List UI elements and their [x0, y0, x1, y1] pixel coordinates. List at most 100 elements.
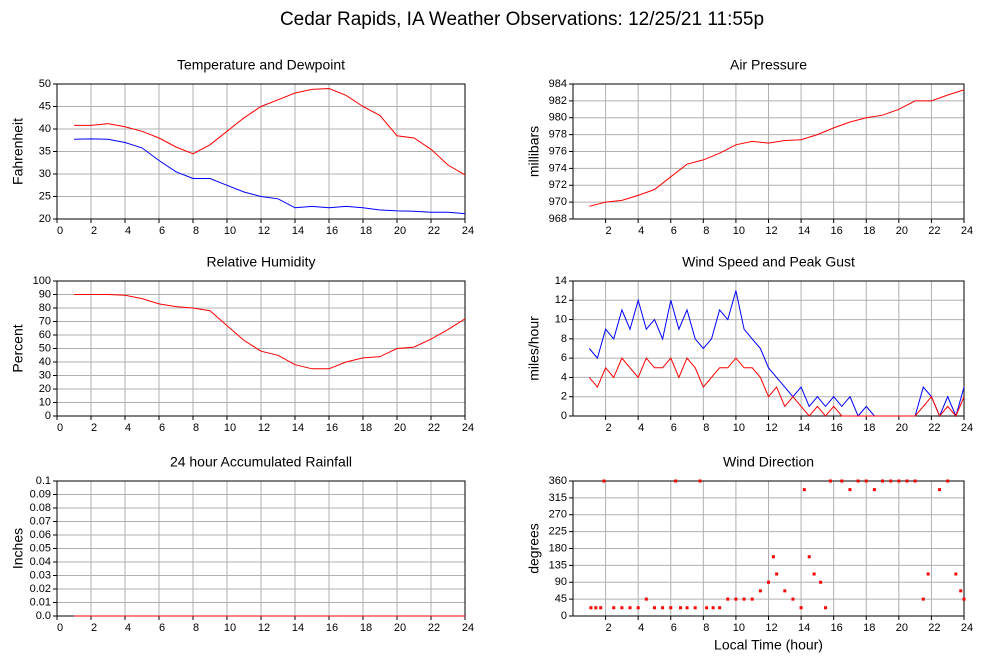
y-tick-label: 100 [33, 275, 51, 287]
y-axis-label: Percent [10, 324, 26, 372]
data-point [661, 606, 665, 610]
data-line [74, 87, 466, 176]
x-tick-label: 18 [863, 422, 875, 434]
x-tick-label: 22 [928, 622, 940, 634]
panel-title: Air Pressure [730, 57, 807, 73]
data-point [602, 479, 606, 483]
data-point [599, 606, 603, 610]
x-tick-label: 16 [831, 225, 843, 237]
data-point [742, 597, 746, 601]
data-point [628, 606, 632, 610]
data-point [734, 597, 738, 601]
x-tick-label: 0 [57, 225, 63, 237]
data-point [693, 606, 697, 610]
x-tick-label: 12 [765, 422, 777, 434]
data-point [594, 606, 598, 610]
x-tick-label: 10 [224, 225, 236, 237]
x-tick-label: 10 [733, 422, 745, 434]
x-tick-label: 18 [360, 622, 372, 634]
data-point [775, 572, 779, 576]
y-tick-label: 0.08 [30, 502, 51, 514]
x-tick-label: 6 [671, 622, 677, 634]
data-point [856, 479, 860, 483]
y-tick-label: 0.02 [30, 583, 51, 595]
y-tick-label: 0.06 [30, 529, 51, 541]
y-tick-label: 4 [561, 371, 567, 383]
data-line [73, 138, 466, 215]
y-tick-label: 70 [39, 315, 51, 327]
y-tick-label: 30 [39, 168, 51, 180]
y-axis-label: millibars [526, 126, 542, 177]
data-point [962, 597, 966, 601]
data-point [828, 479, 832, 483]
y-axis-label: miles/hour [526, 316, 542, 381]
data-point [726, 597, 730, 601]
y-tick-label: 0 [561, 610, 567, 622]
data-point [589, 606, 593, 610]
x-tick-label: 18 [360, 422, 372, 434]
panel-title: 24 hour Accumulated Rainfall [170, 454, 352, 470]
data-point [921, 597, 925, 601]
y-tick-label: 0.09 [30, 488, 51, 500]
x-tick-label: 14 [798, 225, 810, 237]
x-tick-label: 6 [159, 622, 165, 634]
x-tick-label: 2 [606, 622, 612, 634]
x-tick-label: 10 [224, 422, 236, 434]
data-line [588, 357, 965, 417]
x-tick-label: 4 [125, 422, 131, 434]
x-tick-label: 16 [326, 622, 338, 634]
data-point [807, 555, 811, 559]
y-tick-label: 10 [39, 396, 51, 408]
x-tick-label: 2 [91, 422, 97, 434]
data-point [872, 488, 876, 492]
page-title: Cedar Rapids, IA Weather Observations: 1… [280, 9, 764, 30]
y-tick-label: 45 [39, 100, 51, 112]
y-tick-label: 0.01 [30, 596, 51, 608]
x-tick-label: 0 [57, 422, 63, 434]
x-tick-label: 22 [428, 225, 440, 237]
x-tick-label: 8 [703, 225, 709, 237]
y-tick-label: 0.07 [30, 515, 51, 527]
y-tick-label: 50 [39, 342, 51, 354]
y-tick-label: 0 [561, 410, 567, 422]
data-point [881, 479, 885, 483]
y-tick-label: 40 [39, 356, 51, 368]
data-point [889, 479, 893, 483]
data-point [636, 606, 640, 610]
data-point [652, 606, 656, 610]
y-tick-label: 8 [561, 333, 567, 345]
x-tick-label: 2 [91, 225, 97, 237]
y-tick-label: 0.0 [36, 610, 51, 622]
data-point [711, 606, 715, 610]
y-tick-label: 20 [39, 383, 51, 395]
x-tick-label: 14 [292, 225, 304, 237]
x-axis-label: Local Time (hour) [714, 637, 823, 653]
plot-frame [572, 280, 965, 417]
data-point [718, 606, 722, 610]
data-point [685, 606, 689, 610]
y-tick-label: 50 [39, 78, 51, 90]
panel-title: Temperature and Dewpoint [177, 57, 345, 73]
data-line [589, 89, 965, 207]
x-tick-label: 12 [258, 422, 270, 434]
data-point [897, 479, 901, 483]
y-tick-label: 976 [549, 145, 567, 157]
x-tick-label: 18 [863, 225, 875, 237]
x-tick-label: 22 [428, 622, 440, 634]
x-tick-label: 6 [671, 225, 677, 237]
data-point [758, 589, 762, 593]
x-tick-label: 10 [224, 622, 236, 634]
data-point [791, 597, 795, 601]
x-tick-label: 12 [258, 225, 270, 237]
data-line [74, 294, 466, 370]
x-tick-label: 0 [57, 622, 63, 634]
x-tick-label: 10 [733, 225, 745, 237]
plot-frame [572, 83, 965, 220]
data-point [771, 555, 775, 559]
y-tick-label: 6 [561, 352, 567, 364]
data-point [959, 589, 963, 593]
y-tick-label: 90 [39, 288, 51, 300]
panel-title: Relative Humidity [207, 254, 316, 270]
